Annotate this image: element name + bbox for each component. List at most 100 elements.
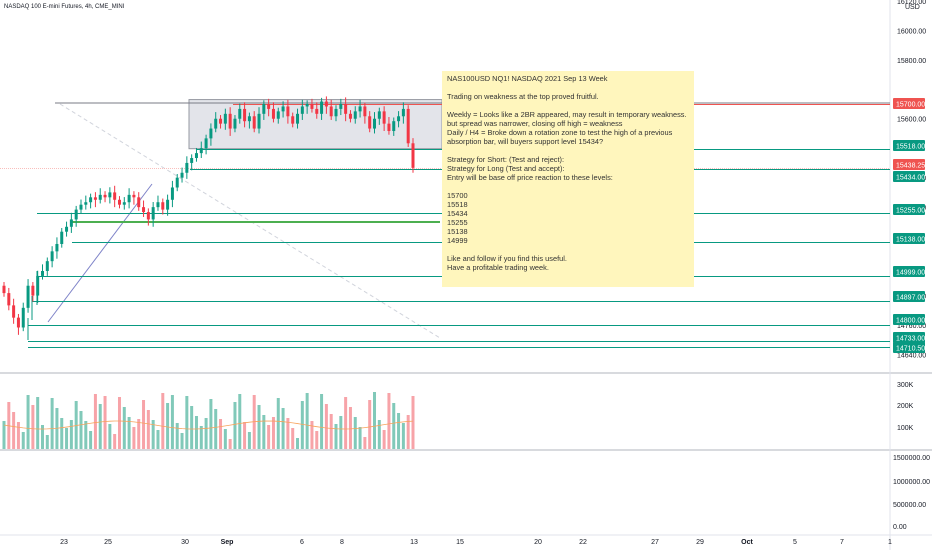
volume-tick-label: 300K xyxy=(897,382,914,389)
volume-bar xyxy=(271,417,275,449)
candle xyxy=(194,153,198,159)
candle xyxy=(146,212,150,220)
volume-bar xyxy=(185,396,189,449)
price-tag-label: 14733.00 xyxy=(896,336,925,343)
price-tick-label: 15800.00 xyxy=(897,58,926,65)
volume-bar xyxy=(243,422,247,449)
volume-bar xyxy=(267,425,271,449)
candle xyxy=(161,202,165,210)
time-tick-label: 30 xyxy=(181,539,189,546)
price-tag-label: 14999.00 xyxy=(896,270,925,277)
volume-bar xyxy=(397,413,401,449)
price-tag xyxy=(893,171,925,182)
volume-bar xyxy=(358,427,362,449)
candle xyxy=(401,108,405,117)
volume-bar xyxy=(113,434,117,449)
volume-bar xyxy=(204,418,208,449)
price-tag xyxy=(893,159,925,170)
volume-bar xyxy=(228,439,232,449)
volume-bar xyxy=(36,397,40,449)
volume-bar xyxy=(315,431,319,449)
price-tag xyxy=(893,266,925,277)
candle xyxy=(219,118,223,124)
price-tag xyxy=(893,98,925,109)
candle xyxy=(31,285,35,296)
volume-bar xyxy=(161,393,165,449)
time-tick-label: 29 xyxy=(696,539,704,546)
volume-bar xyxy=(175,423,179,449)
time-tick-label: 7 xyxy=(840,539,844,546)
price-tag-label: 15518.00 xyxy=(896,144,925,151)
volume-bar xyxy=(117,397,121,449)
note-line: but spread was narrower, closing off hig… xyxy=(447,119,623,128)
candle xyxy=(320,101,324,114)
candle xyxy=(180,172,184,178)
candle xyxy=(228,113,232,129)
annotation-note[interactable]: NAS100USD NQ1! NASDAQ 2021 Sep 13 Week T… xyxy=(442,71,694,287)
candle xyxy=(209,128,213,139)
trendline xyxy=(47,183,153,323)
volume-bar xyxy=(122,407,126,449)
price-tag xyxy=(893,342,925,353)
candle xyxy=(214,118,218,129)
candle xyxy=(117,199,121,205)
volume-bar xyxy=(74,401,78,449)
volume-bar xyxy=(233,402,237,449)
volume-bar xyxy=(146,410,150,449)
note-line: Like and follow if you find this useful. xyxy=(447,254,567,263)
time-tick-label: 25 xyxy=(104,539,112,546)
candle xyxy=(137,197,141,208)
volume-bar xyxy=(170,395,174,449)
candle xyxy=(310,104,314,109)
time-tick-label: 15 xyxy=(456,539,464,546)
candle xyxy=(69,219,73,227)
volume-bar xyxy=(156,430,160,449)
volume-bar xyxy=(219,419,223,449)
candle xyxy=(334,108,338,117)
volume-bar xyxy=(286,418,290,449)
candle xyxy=(291,116,295,124)
volume-bar xyxy=(411,396,415,449)
volume-bar xyxy=(368,400,372,449)
candle xyxy=(199,148,203,154)
indicator-tick-label: 1000000.00 xyxy=(893,479,930,486)
candle xyxy=(132,194,136,198)
candle xyxy=(300,106,304,114)
volume-bar xyxy=(334,424,338,449)
volume-bar xyxy=(339,416,343,449)
price-tag-label: 14800.00 xyxy=(896,318,925,325)
time-tick-label: 1 xyxy=(888,539,892,546)
candle xyxy=(190,158,194,163)
price-tag-label: 15438.25 xyxy=(896,163,925,170)
note-line: absorption bar, will buyers support leve… xyxy=(447,137,604,146)
time-tick-label: Oct xyxy=(741,539,753,546)
time-tick-label: 5 xyxy=(793,539,797,546)
volume-bar xyxy=(324,404,328,449)
volume-bar xyxy=(344,397,348,449)
symbol-title: NASDAQ 100 E-mini Futures, 4h, CME_MINI xyxy=(4,4,125,10)
note-level: 15518 xyxy=(447,200,468,209)
indicator-tick-label: 1500000.00 xyxy=(893,455,930,462)
volume-bar xyxy=(84,421,88,449)
note-level: 14999 xyxy=(447,236,468,245)
time-tick-label: 13 xyxy=(410,539,418,546)
candle xyxy=(315,108,319,114)
candle xyxy=(324,101,328,107)
time-tick-label: 6 xyxy=(300,539,304,546)
volume-bar xyxy=(60,418,64,449)
candle xyxy=(353,111,357,119)
price-tag xyxy=(893,332,925,343)
price-tick-label: 14640.00 xyxy=(897,352,926,359)
volume-bar xyxy=(406,415,410,449)
candle xyxy=(175,177,179,188)
volume-bar xyxy=(353,417,357,449)
volume-tick-label: 100K xyxy=(897,425,914,432)
volume-bar xyxy=(93,394,97,449)
volume-bar xyxy=(142,400,146,449)
candle xyxy=(166,199,170,210)
volume-bar xyxy=(50,398,54,449)
candle xyxy=(113,192,117,200)
note-line: Entry will be base off price reaction to… xyxy=(447,173,613,182)
candle xyxy=(252,116,256,129)
volume-bar xyxy=(166,403,170,449)
